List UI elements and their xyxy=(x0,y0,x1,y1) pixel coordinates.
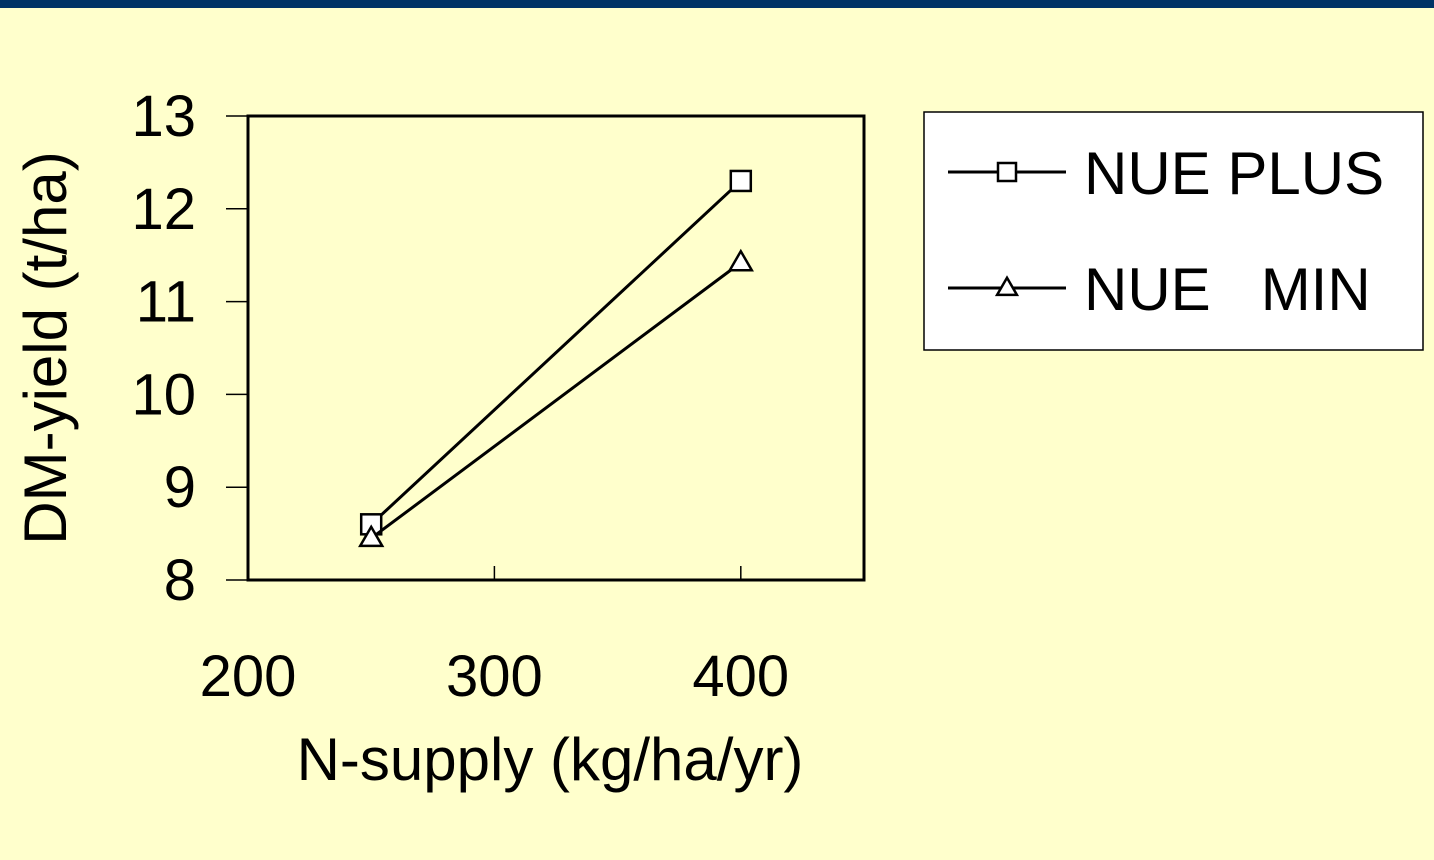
legend-items: NUE PLUS NUE MIN xyxy=(948,140,1384,323)
triangle-marker xyxy=(358,524,385,548)
x-tick-label: 300 xyxy=(446,644,543,709)
square-marker xyxy=(729,169,753,193)
y-tick-label: 9 xyxy=(164,455,196,520)
triangle-marker xyxy=(727,248,754,272)
y-axis-label: DM-yield (t/ha) xyxy=(12,151,79,544)
x-tick-label: 400 xyxy=(692,644,789,709)
y-tick-label: 11 xyxy=(136,270,196,335)
x-axis-ticks: 200 300 400 xyxy=(200,566,789,709)
x-axis-label: N-supply (kg/ha/yr) xyxy=(297,726,804,793)
triangle-marker xyxy=(994,275,1020,297)
y-tick-label: 12 xyxy=(131,177,196,242)
y-axis-ticks: 8 9 10 11 12 13 xyxy=(131,84,248,613)
y-tick-label: 13 xyxy=(131,84,196,149)
slide-top-bar xyxy=(0,0,1434,8)
series-layer xyxy=(358,169,754,548)
y-tick-label: 10 xyxy=(131,362,196,427)
legend-label: NUE MIN xyxy=(1084,256,1371,323)
series-line-1 xyxy=(370,261,742,540)
plot-area xyxy=(246,114,866,582)
legend-label: NUE PLUS xyxy=(1084,140,1384,207)
square-marker xyxy=(996,161,1018,183)
y-tick-label: 8 xyxy=(164,548,196,613)
legend-box xyxy=(923,111,1424,351)
series-line-0 xyxy=(370,179,742,526)
legend: NUE PLUS NUE MIN xyxy=(923,111,1424,351)
x-tick-label: 200 xyxy=(200,644,297,709)
